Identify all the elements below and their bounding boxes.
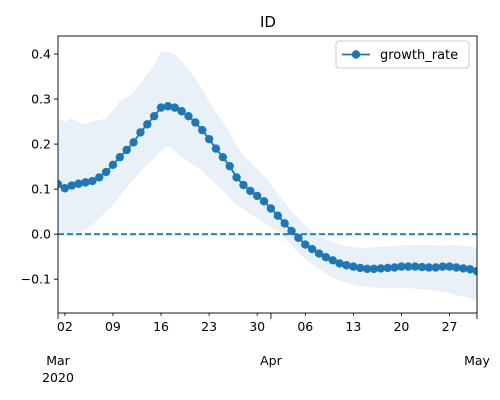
data-point xyxy=(424,263,434,272)
data-point xyxy=(342,261,351,270)
x-minor-tick-label: 09 xyxy=(105,319,121,334)
data-point xyxy=(156,103,166,112)
data-point xyxy=(445,262,454,271)
data-point xyxy=(356,263,365,273)
x-minor-tick-label: 02 xyxy=(57,319,73,334)
x-major-tick-label: Mar xyxy=(46,353,70,368)
data-point xyxy=(328,256,337,265)
data-point xyxy=(163,102,173,111)
data-point xyxy=(307,244,317,254)
data-point xyxy=(184,111,193,121)
data-point xyxy=(294,233,303,242)
data-point xyxy=(95,173,104,182)
x-minor-tick-label: 20 xyxy=(393,319,409,334)
data-point xyxy=(88,176,97,186)
data-point xyxy=(376,264,386,273)
data-point xyxy=(67,181,76,190)
data-point xyxy=(204,134,214,144)
y-tick-label: 0.0 xyxy=(31,227,51,242)
data-point xyxy=(198,125,207,135)
data-point xyxy=(362,264,372,274)
data-point xyxy=(232,173,241,182)
y-tick-label: −0.1 xyxy=(21,272,51,287)
data-point xyxy=(115,152,125,162)
data-point xyxy=(81,178,90,187)
data-point xyxy=(170,103,179,112)
data-point xyxy=(369,264,379,274)
data-point xyxy=(136,128,145,137)
data-point xyxy=(459,264,468,273)
data-point xyxy=(266,204,276,213)
x-minor-tick-label: 27 xyxy=(442,319,458,334)
legend-frame xyxy=(335,40,470,69)
y-tick-label: 0.2 xyxy=(31,137,51,152)
data-point xyxy=(404,262,413,271)
data-point xyxy=(273,211,282,220)
data-point xyxy=(253,191,262,201)
confidence-band xyxy=(58,51,477,301)
data-point xyxy=(417,262,427,272)
x-minor-tick-label: 30 xyxy=(249,319,265,334)
data-point xyxy=(225,161,234,171)
data-point xyxy=(108,160,118,170)
legend-marker-swatch xyxy=(351,50,361,59)
plot-frame xyxy=(57,35,478,314)
data-point xyxy=(438,262,447,271)
data-point xyxy=(383,263,392,273)
y-tick-label: 0.4 xyxy=(31,47,51,62)
legend-label-growth-rate: growth_rate xyxy=(380,48,458,63)
data-point xyxy=(218,152,228,162)
x-minor-tick-label: 23 xyxy=(201,319,217,334)
data-point xyxy=(101,167,111,177)
plot-area xyxy=(58,51,477,301)
data-point xyxy=(129,138,138,147)
data-point xyxy=(58,179,63,189)
data-point xyxy=(431,263,440,272)
data-point xyxy=(321,252,331,262)
data-point xyxy=(410,262,420,271)
data-point xyxy=(60,184,70,193)
x-major-tick-label: Apr xyxy=(260,353,282,368)
data-point xyxy=(74,179,83,188)
data-point xyxy=(314,249,324,258)
x-minor-tick-label: 13 xyxy=(345,319,361,334)
plot-inner xyxy=(58,51,477,301)
y-tick-label: 0.3 xyxy=(31,92,51,107)
data-point xyxy=(390,263,399,272)
data-point xyxy=(211,144,221,153)
chart-title: ID xyxy=(260,13,276,31)
data-point xyxy=(246,186,255,196)
data-point xyxy=(259,197,269,206)
data-point xyxy=(472,266,477,276)
data-point xyxy=(143,120,152,129)
data-point xyxy=(335,259,344,268)
data-point xyxy=(280,219,289,228)
x-minor-tick-label: 06 xyxy=(297,319,313,334)
data-point xyxy=(177,107,186,116)
x-year-label: 2020 xyxy=(42,370,74,385)
data-point xyxy=(122,145,131,155)
data-point xyxy=(287,226,296,236)
data-point xyxy=(397,262,406,271)
y-tick-label: 0.1 xyxy=(31,182,51,197)
axes: −0.1 0.0 0.1 0.2 0.3 0.4 02 09 16 23 30 06 13 20 27 Mar… xyxy=(21,35,491,385)
data-point xyxy=(149,111,159,121)
legend: growth_rate xyxy=(335,40,470,69)
data-point xyxy=(465,265,475,274)
data-point xyxy=(191,118,200,127)
x-minor-tick-label: 16 xyxy=(153,319,169,334)
data-point xyxy=(452,263,461,272)
data-point xyxy=(239,180,248,190)
data-point xyxy=(301,240,310,249)
x-major-tick-label: May xyxy=(464,353,490,368)
data-point xyxy=(349,262,358,271)
